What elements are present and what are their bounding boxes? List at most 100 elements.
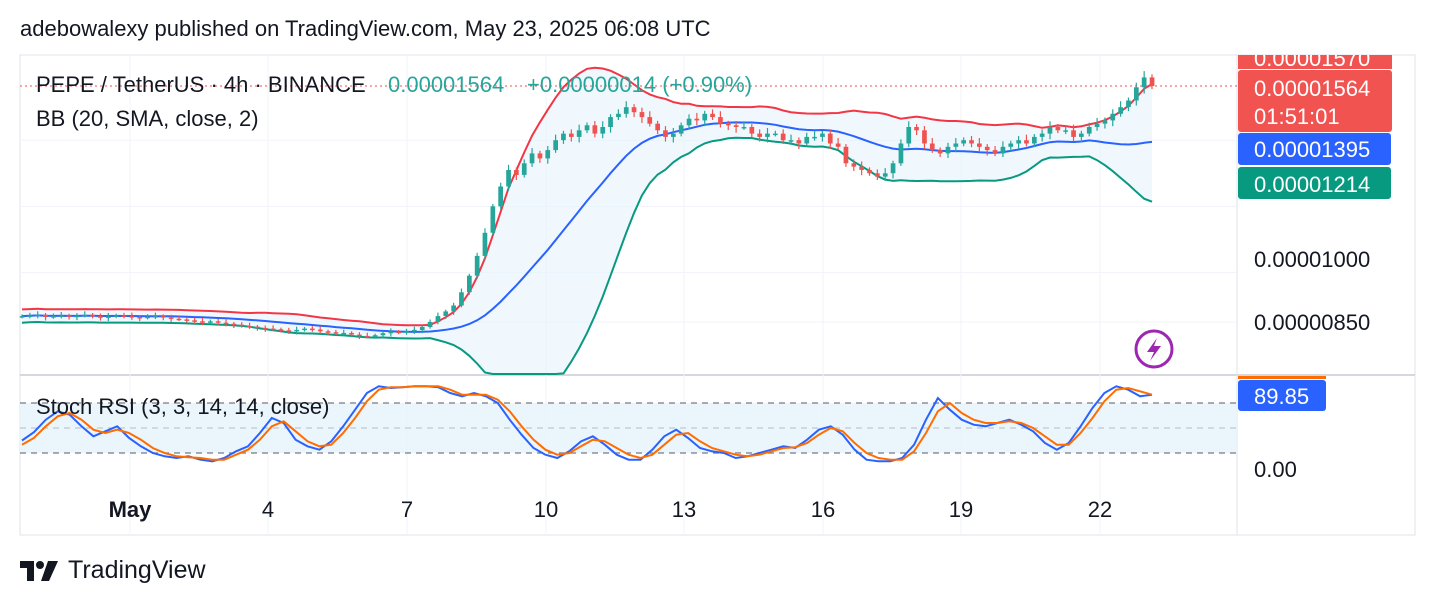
tradingview-brand[interactable]: TradingView [20,556,206,585]
candle [553,140,558,151]
candle [937,150,943,154]
candle [396,331,401,334]
candle [529,153,535,164]
candle [765,133,770,137]
candle [780,133,786,141]
candle [168,317,174,319]
candle [90,314,95,317]
price-tick-label: 0.00001000 [1254,247,1370,272]
candle [561,133,566,141]
candle [694,118,700,121]
time-axis[interactable]: May 4 7 10 13 16 19 22 [109,497,1113,522]
candle [623,107,629,114]
bb-basis-line [21,121,1153,333]
candle [1008,143,1014,147]
candle [741,127,747,129]
time-axis-label: 10 [534,497,558,522]
stoch-tick-label: 0.00 [1254,457,1297,482]
candle [129,316,135,318]
candle [404,331,409,333]
candle [106,316,111,318]
candle [788,140,794,142]
candle [1134,87,1139,101]
candle [435,316,441,322]
stoch-rsi-lines [21,385,1153,463]
candle [58,315,64,317]
stoch-value-badge-text: 89.85 [1254,384,1309,409]
candle [576,130,582,137]
candle [443,311,449,316]
candle [1094,123,1100,127]
candle [890,163,896,174]
candle [51,316,56,318]
bb-basis-badge-text: 0.00001395 [1254,137,1370,162]
time-axis-label: 16 [811,497,835,522]
candle [867,170,872,174]
candle [317,329,323,332]
stoch-value-badge [1238,380,1326,411]
candle [725,123,731,126]
candle [1086,127,1092,134]
candle [270,328,276,331]
candle [121,315,127,317]
candle [757,133,762,137]
candle [922,130,927,144]
lightning-icon[interactable] [1134,329,1174,369]
candle [851,163,857,167]
candle [1079,133,1084,137]
candle [906,127,912,144]
candle [820,133,825,137]
candle [710,113,715,118]
candle [482,232,488,256]
candle [74,315,80,318]
tradingview-wordmark: TradingView [68,556,206,584]
last-price-header: 0.00001564 [388,72,504,97]
candle [153,316,158,318]
bb-upper-line [21,66,1153,327]
candle [569,133,574,137]
candle [1032,136,1037,144]
candle [1118,107,1123,114]
bb-indicator-label[interactable]: BB (20, SMA, close, 2) [36,106,259,131]
candle [733,125,739,127]
candle [419,327,425,330]
candle [474,255,480,276]
candlestick-series [19,71,1155,340]
bollinger-band-fill [22,67,1152,375]
candle [992,150,998,154]
candle [1102,120,1108,124]
candle [843,146,849,164]
stoch-indicator-label[interactable]: Stoch RSI (3, 3, 14, 14, close) [36,394,329,419]
candle [43,314,48,317]
candle [545,150,551,159]
candle [1110,113,1116,121]
bb-basis-badge [1238,133,1391,165]
time-axis-label: 13 [672,497,696,522]
candle [953,143,959,147]
candle [882,173,888,177]
candle [969,140,974,144]
candle [333,332,339,334]
candle [176,318,182,321]
candle [231,323,237,326]
candle [859,166,864,170]
candle [773,133,778,136]
candle [1141,77,1147,88]
candle [66,315,72,317]
candle [98,316,103,318]
candle [1024,140,1029,144]
candle [584,125,590,131]
bb-lower-badge-text: 0.00001214 [1254,172,1370,197]
candle [27,315,33,317]
candle [113,315,119,317]
candle [875,173,880,177]
time-axis-label: 7 [401,497,413,522]
candle [678,125,684,134]
symbol-title[interactable]: PEPE / TetherUS · 4h · BINANCE [36,72,366,97]
candle [1126,100,1131,108]
time-axis-label: 4 [262,497,274,522]
candle [357,334,362,337]
candle [537,153,543,159]
candle [160,316,166,318]
